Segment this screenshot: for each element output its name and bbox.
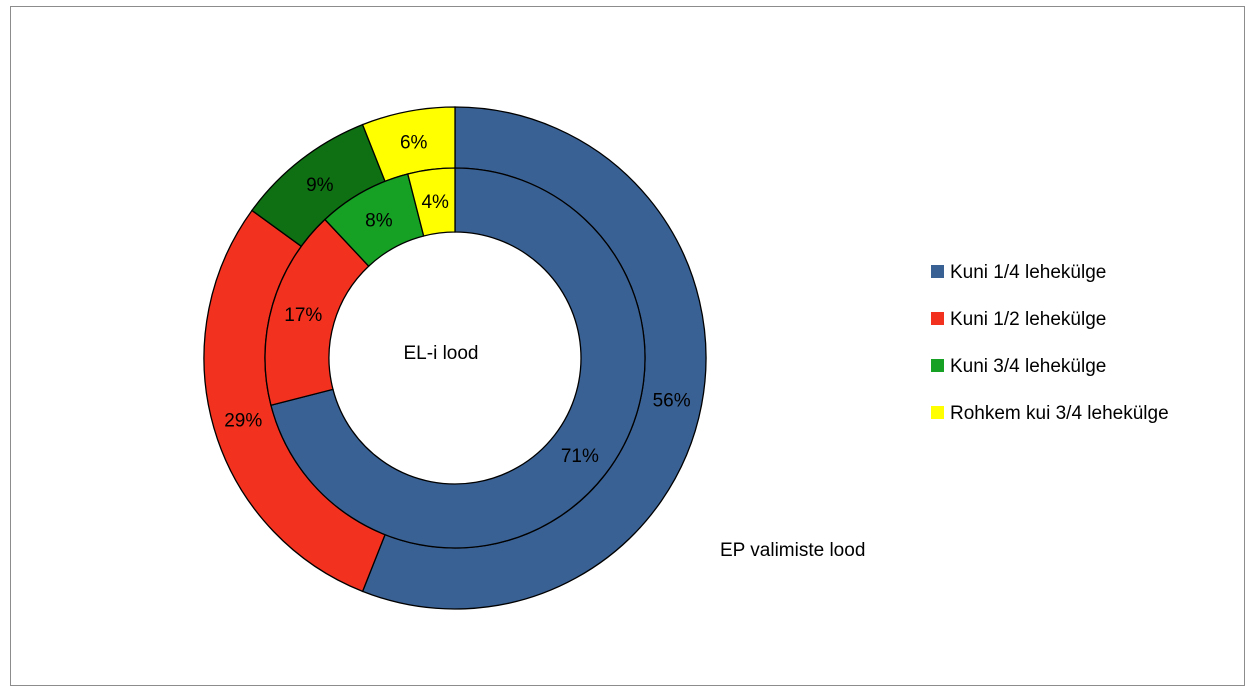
slice-labels: 56% 29% 9% 6% 71% 17% 8% 4% — [224, 132, 690, 466]
outer-data-label-2: 29% — [224, 411, 262, 432]
inner-data-label-1: 71% — [561, 446, 599, 467]
legend-label-4: Rohkem kui 3/4 lehekülge — [950, 403, 1169, 424]
legend-swatch-1 — [931, 265, 944, 278]
legend-swatch-3 — [931, 359, 944, 372]
outer-ring-title: EP valimiste lood — [720, 540, 865, 561]
inner-data-label-3: 8% — [365, 211, 393, 232]
inner-ring — [264, 167, 646, 549]
legend-swatch-2 — [931, 312, 944, 325]
inner-slice-1 — [270, 167, 646, 549]
outer-data-label-1: 56% — [653, 390, 691, 411]
outer-data-label-3: 9% — [306, 175, 334, 196]
legend-label-1: Kuni 1/4 lehekülge — [950, 262, 1106, 283]
inner-ring-title: EL-i lood — [404, 343, 479, 364]
outer-ring — [203, 106, 707, 610]
legend-swatch-4 — [931, 406, 944, 419]
legend-label-2: Kuni 1/2 lehekülge — [950, 309, 1106, 330]
inner-data-label-4: 4% — [421, 192, 449, 213]
inner-slice-4 — [406, 167, 456, 237]
legend-label-3: Kuni 3/4 lehekülge — [950, 356, 1106, 377]
legend: Kuni 1/4 lehekülge Kuni 1/2 lehekülge Kuni… — [931, 262, 1169, 424]
inner-data-label-2: 17% — [284, 305, 322, 326]
outer-data-label-4: 6% — [400, 132, 428, 153]
